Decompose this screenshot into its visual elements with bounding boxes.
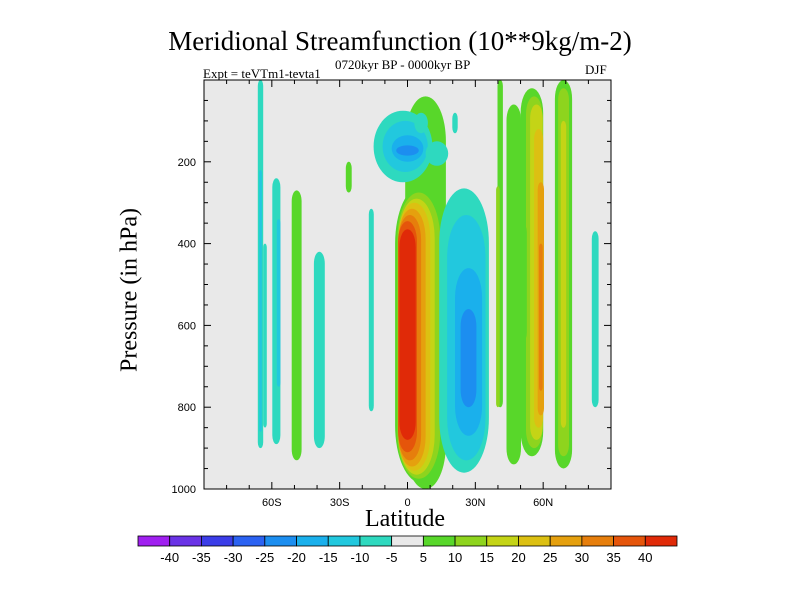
field-nh-pos-30 <box>539 243 543 391</box>
colorbar-label: -10 <box>351 550 370 565</box>
season-label: DJF <box>585 62 607 77</box>
field-nh-pos-thin-10 <box>496 186 500 408</box>
colorbar-swatch <box>486 535 519 547</box>
field-nh-neg-20 <box>460 309 477 408</box>
colorbar-label: -15 <box>319 550 338 565</box>
colorbar-swatch <box>137 535 171 547</box>
field-sh-neg-a-10 <box>259 170 262 432</box>
colorbar-swatch <box>201 535 234 547</box>
field-nh-pos-mid <box>518 223 527 342</box>
colorbar-label: 25 <box>543 550 557 565</box>
chart-title: Meridional Streamfunction (10**9kg/m-2) <box>168 26 632 56</box>
y-tick-label: 800 <box>178 402 196 414</box>
colorbar: -40 -35 -30 -25 -20 -15 -10 -5 5 10 15 20 25 30 35 40 <box>137 535 678 565</box>
colorbar-label: 15 <box>480 550 494 565</box>
colorbar-label: -20 <box>287 550 306 565</box>
colorbar-swatch <box>327 535 361 547</box>
colorbar-swatch <box>644 535 678 547</box>
colorbar-label: 40 <box>638 550 652 565</box>
x-tick-label: 60S <box>262 497 282 509</box>
field-nh-pos-outer-15 <box>560 120 567 428</box>
time-range-label: 0720kyr BP - 0000kyr BP <box>335 57 471 72</box>
colorbar-label: 10 <box>448 550 462 565</box>
field-eq-40 <box>399 229 416 440</box>
field-upper-neg-20 <box>396 145 419 156</box>
colorbar-swatch <box>581 535 614 547</box>
y-tick-label: 1000 <box>172 484 196 496</box>
field-sh-neg-b <box>263 243 267 428</box>
field-nh-pos-inner-5 <box>506 104 521 465</box>
contour-fields <box>257 80 599 489</box>
field-upper-neg-top <box>414 112 428 134</box>
colorbar-swatch <box>232 535 266 547</box>
colorbar-swatch <box>454 535 488 547</box>
experiment-label: Expt = teVTm1-tevta1 <box>203 66 321 81</box>
colorbar-swatch <box>296 535 329 547</box>
colorbar-label: -25 <box>255 550 274 565</box>
colorbar-swatch <box>391 535 424 547</box>
colorbar-label: -30 <box>224 550 243 565</box>
field-sh-neg-c-10 <box>276 219 281 387</box>
colorbar-swatch <box>549 535 583 547</box>
field-sh-pos-small <box>345 161 352 193</box>
colorbar-swatch <box>169 535 202 547</box>
colorbar-swatch <box>613 535 646 547</box>
field-sh-neg-e <box>368 208 374 412</box>
x-axis: 60S 30S 0 30N 60N <box>203 80 612 509</box>
colorbar-swatch <box>422 535 456 547</box>
field-upper-neg-east <box>425 141 449 166</box>
colorbar-swatch <box>359 535 393 547</box>
y-tick-label: 600 <box>178 320 196 332</box>
x-tick-label: 0 <box>404 497 410 509</box>
field-nh-neg-sliver <box>452 112 458 134</box>
colorbar-label: -40 <box>160 550 179 565</box>
field-sh-neg-d <box>313 251 325 449</box>
colorbar-label: -35 <box>192 550 211 565</box>
colorbar-label: 5 <box>420 550 427 565</box>
field-sh-pos <box>291 190 302 461</box>
colorbar-label: 30 <box>575 550 589 565</box>
y-tick-label: 400 <box>178 239 196 251</box>
plot-area: 200 400 600 800 1000 60S 30S 0 30N 60N <box>172 79 612 509</box>
y-tick-label: 200 <box>178 157 196 169</box>
colorbar-label: 35 <box>606 550 620 565</box>
x-axis-label: Latitude <box>365 506 445 532</box>
x-tick-label: 30N <box>465 497 485 509</box>
x-tick-label: 60N <box>533 497 553 509</box>
x-tick-label: 30S <box>330 497 350 509</box>
y-axis: 200 400 600 800 1000 <box>172 79 611 496</box>
colorbar-swatch <box>264 535 297 547</box>
colorbar-swatch <box>518 535 551 547</box>
colorbar-label: -5 <box>386 550 398 565</box>
field-nh-polar-neg <box>591 231 599 408</box>
colorbar-label: 20 <box>511 550 525 565</box>
